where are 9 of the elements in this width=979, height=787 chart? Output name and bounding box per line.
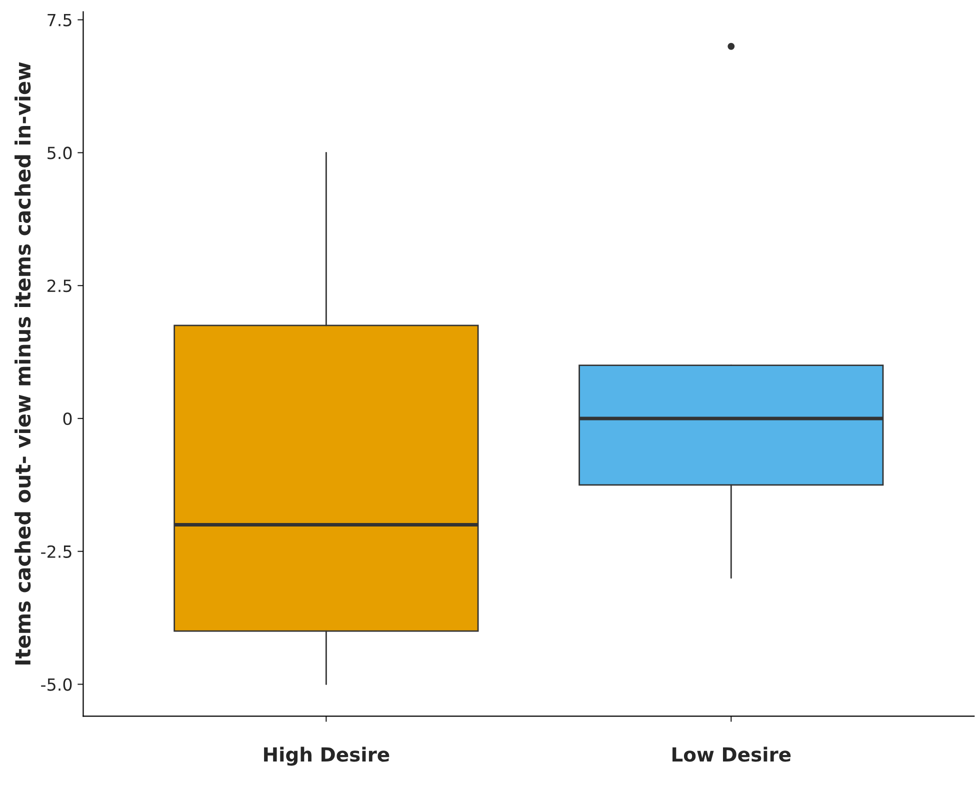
x-tick-label: High Desire: [264, 746, 390, 766]
y-tick-label: -5.0: [41, 678, 72, 691]
y-tick-label: 5.0: [48, 146, 72, 160]
x-tick-label: Low Desire: [672, 746, 791, 762]
y-axis-title: Items cached out- view minus items cached in-view: [14, 62, 31, 664]
y-tick-label: -2.5: [41, 545, 72, 558]
y-tick-label: 0: [63, 412, 72, 426]
y-tick-label: 2.5: [48, 280, 72, 292]
y-tick-label: 7.5: [48, 14, 72, 26]
